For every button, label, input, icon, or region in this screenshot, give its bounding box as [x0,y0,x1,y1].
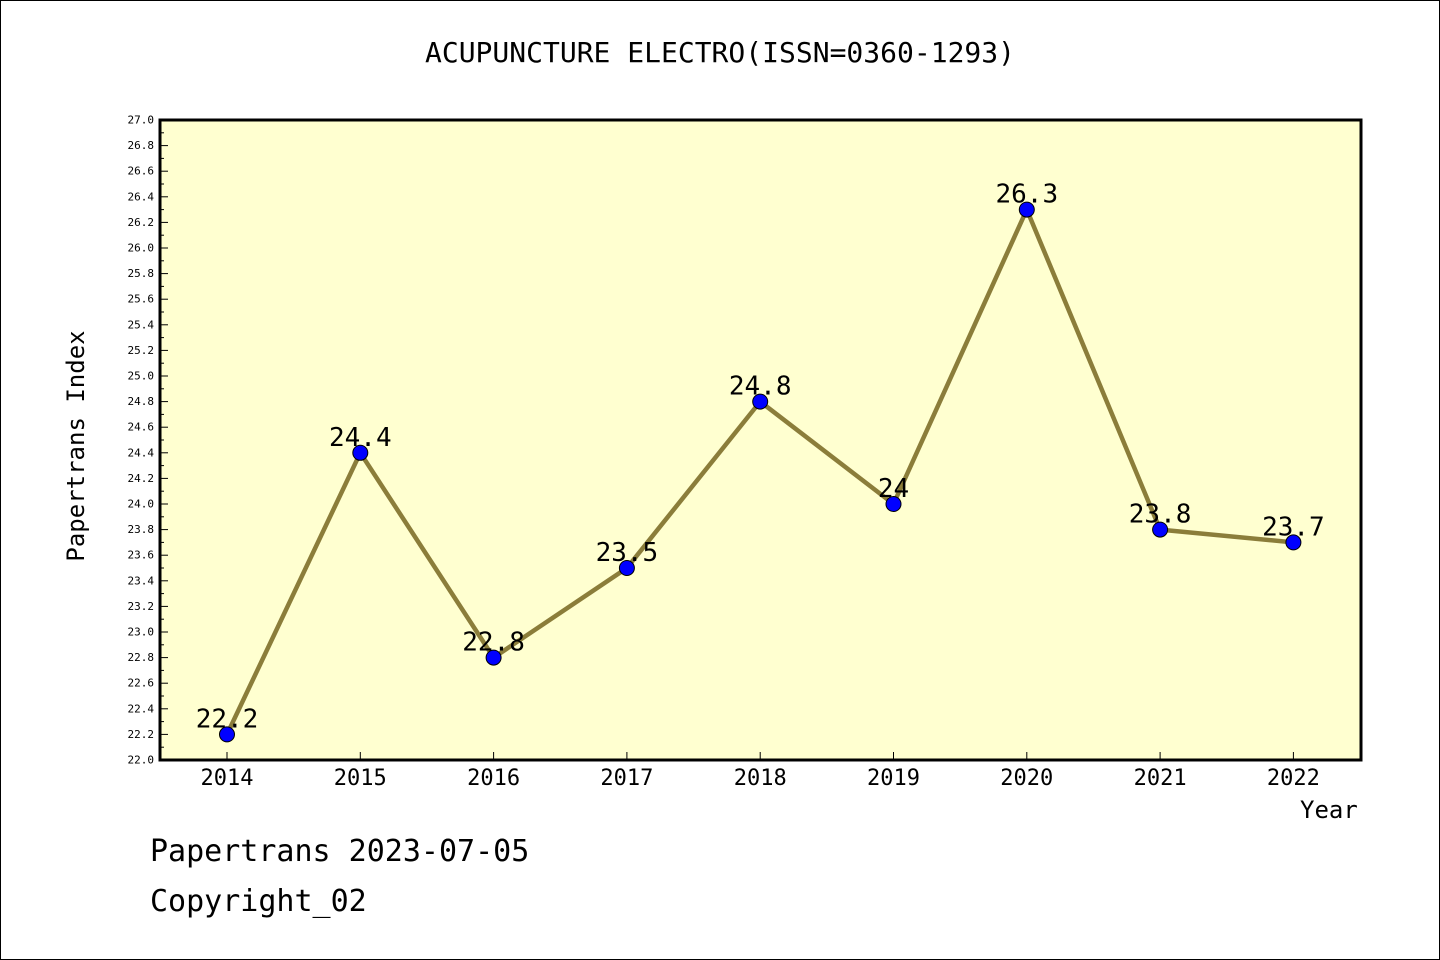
y-tick-label: 25.0 [128,370,155,383]
data-label: 24 [878,474,909,504]
y-tick-label: 23.2 [128,600,155,613]
y-tick-label: 22.8 [128,651,155,664]
data-point [752,393,769,410]
data-point [485,649,502,666]
footer-copyright-text: Copyright_02 [150,884,367,919]
data-label: 22.8 [462,628,525,658]
x-tick-label: 2015 [334,766,387,791]
y-tick-label: 24.0 [128,498,155,511]
y-tick-label: 22.0 [128,754,155,767]
x-axis-label: Year [1300,796,1358,824]
y-tick-label: 26.6 [128,165,155,178]
y-tick-label: 27.0 [128,114,155,127]
x-tick-label: 2021 [1134,766,1187,791]
y-tick-label: 25.4 [128,318,155,331]
data-point [352,444,369,461]
y-tick-label: 25.2 [128,344,155,357]
data-label: 23.8 [1129,500,1192,530]
data-point [1285,534,1302,551]
x-tick-label: 2014 [201,766,254,791]
y-tick-label: 24.6 [128,421,155,434]
y-tick-label: 23.0 [128,626,155,639]
y-tick-label: 23.6 [128,549,155,562]
y-tick-label: 26.8 [128,139,155,152]
y-tick-label: 25.8 [128,267,155,280]
data-point [1018,201,1035,218]
y-tick-label: 26.4 [128,190,155,203]
data-point [1152,521,1169,538]
data-label: 23.5 [596,538,659,568]
y-tick-label: 26.2 [128,216,155,229]
plot-border [158,118,1363,762]
x-tick-label: 2022 [1267,766,1320,791]
y-tick-label: 22.4 [128,702,155,715]
x-tick-label: 2019 [867,766,920,791]
data-label: 23.7 [1262,512,1325,542]
y-tick-label: 24.8 [128,395,155,408]
x-tick-label: 2017 [600,766,653,791]
y-tick-label: 23.8 [128,523,155,536]
data-label: 24.4 [329,423,392,453]
footer-date-text: Papertrans 2023-07-05 [150,834,530,869]
y-tick-label: 24.2 [128,472,155,485]
data-label: 22.2 [196,704,259,734]
x-tick-label: 2020 [1000,766,1053,791]
y-tick-label: 22.6 [128,677,155,690]
data-label: 26.3 [995,180,1058,210]
y-tick-label: 25.6 [128,293,155,306]
x-tick-label: 2016 [467,766,520,791]
y-tick-label: 24.4 [128,446,155,459]
y-tick-label: 22.2 [128,728,155,741]
chart-title: ACUPUNCTURE ELECTRO(ISSN=0360-1293) [424,36,1015,69]
data-point [885,496,902,512]
y-tick-label: 26.0 [128,242,155,255]
plot-area [160,120,1361,760]
data-label: 24.8 [729,372,792,402]
y-tick-label: 23.4 [128,574,155,587]
data-point [618,560,635,576]
data-point [219,726,235,743]
x-tick-label: 2018 [734,766,787,791]
